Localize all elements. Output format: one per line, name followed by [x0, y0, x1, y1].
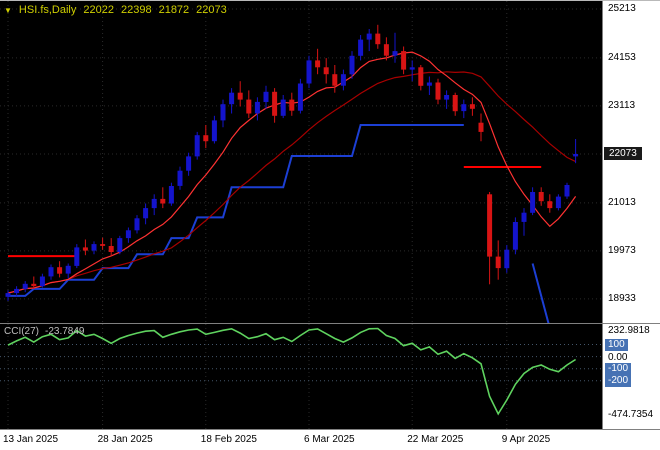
quote-low: 21872	[158, 4, 190, 16]
price-tick: 25213	[608, 3, 636, 15]
price-tick: 21013	[608, 197, 636, 209]
candles-series[interactable]	[5, 24, 579, 301]
ma-slow-line	[7, 71, 576, 294]
axis-splitter	[0, 429, 660, 430]
cci-line	[7, 327, 577, 416]
indicator-scale-tick: 0.00	[608, 351, 628, 363]
price-tick: 19973	[608, 245, 636, 257]
quote-close: 22073	[196, 4, 227, 16]
indicator-name: CCI(27)	[4, 326, 40, 337]
indicator-scale[interactable]: 232.9818 100 0.00 -100 -200 -474.7354	[602, 324, 660, 429]
symbol-dropdown-icon[interactable]: ▼	[4, 5, 12, 15]
indicator-scale-tick: 232.9818	[608, 325, 650, 336]
indicator-level-badge: 100	[605, 338, 628, 351]
panel-splitter[interactable]	[0, 323, 660, 324]
quote-open: 22022	[83, 4, 114, 16]
price-scale[interactable]: 25213 24153 23113 21013 19973 18933 22073	[602, 1, 660, 323]
ma-fast-line	[7, 51, 577, 294]
symbol-name: HSI.fs,Daily	[18, 4, 77, 16]
price-chart-canvas[interactable]	[0, 1, 602, 323]
time-axis-label: 18 Feb 2025	[200, 434, 257, 445]
indicator-canvas[interactable]	[0, 324, 602, 429]
indicator-level-badge: -100	[605, 362, 632, 375]
indicator-title: CCI(27) -23.7849	[4, 326, 85, 337]
time-axis-label: 28 Jan 2025	[97, 434, 153, 445]
price-tick: 24153	[608, 52, 636, 64]
time-axis[interactable]: 13 Jan 2025 28 Jan 2025 18 Feb 2025 6 Mar 2…	[0, 430, 660, 450]
price-chart-panel[interactable]: ▼ HSI.fs,Daily 22022 22398 21872 22073	[0, 1, 602, 323]
time-axis-label: 6 Mar 2025	[304, 434, 355, 445]
time-axis-label: 22 Mar 2025	[407, 434, 464, 445]
price-tick: 18933	[608, 293, 636, 305]
time-axis-label: 9 Apr 2025	[501, 434, 551, 445]
current-price-badge: 22073	[604, 146, 642, 160]
indicator-level-badge: -200	[605, 374, 632, 387]
trail-step-line	[8, 124, 550, 323]
quote-high: 22398	[120, 4, 152, 16]
indicator-value: -23.7849	[45, 326, 85, 337]
price-tick: 23113	[608, 100, 636, 112]
time-axis-label: 13 Jan 2025	[3, 434, 59, 445]
symbol-quote-label: ▼ HSI.fs,Daily 22022 22398 21872 22073	[4, 4, 227, 16]
indicator-panel[interactable]: CCI(27) -23.7849	[0, 324, 602, 429]
indicator-scale-tick: -474.7354	[608, 408, 654, 420]
